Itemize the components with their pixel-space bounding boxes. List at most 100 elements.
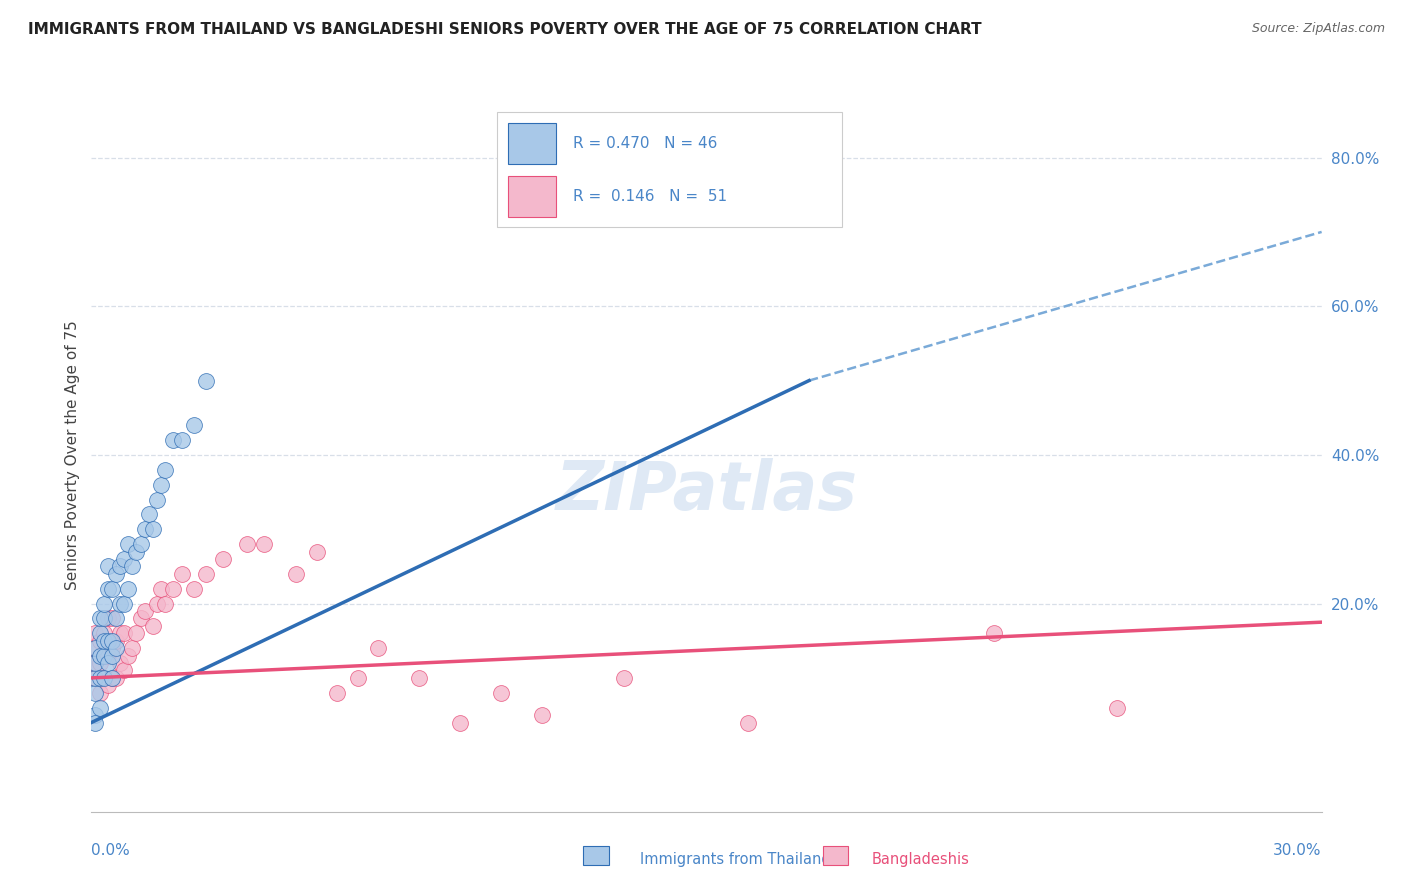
- Point: [93, 671, 115, 685]
- Point: [97, 648, 120, 663]
- Point: [408, 671, 430, 685]
- Point: [93, 648, 115, 663]
- Point: [84, 708, 107, 723]
- Point: [101, 641, 124, 656]
- Point: [84, 686, 107, 700]
- Point: [84, 671, 107, 685]
- Point: [138, 508, 160, 522]
- Point: [491, 686, 513, 700]
- Point: [105, 611, 127, 625]
- Point: [146, 597, 169, 611]
- Y-axis label: Seniors Poverty Over the Age of 75: Seniors Poverty Over the Age of 75: [65, 320, 80, 590]
- Point: [112, 664, 135, 678]
- Point: [93, 611, 115, 625]
- Point: [153, 597, 177, 611]
- Point: [112, 597, 135, 611]
- Point: [125, 544, 148, 558]
- Point: [97, 678, 120, 692]
- Text: ZIPatlas: ZIPatlas: [555, 458, 858, 524]
- Point: [105, 566, 127, 581]
- Point: [84, 671, 107, 685]
- Point: [105, 671, 127, 685]
- Point: [101, 648, 124, 663]
- Point: [108, 656, 131, 670]
- Point: [531, 708, 554, 723]
- Point: [125, 626, 148, 640]
- Text: Bangladeshis: Bangladeshis: [872, 852, 970, 867]
- Point: [170, 566, 193, 581]
- Point: [97, 559, 120, 574]
- Point: [89, 671, 111, 685]
- Point: [236, 537, 259, 551]
- Text: Source: ZipAtlas.com: Source: ZipAtlas.com: [1251, 22, 1385, 36]
- Point: [84, 715, 107, 730]
- Point: [108, 597, 131, 611]
- Point: [101, 671, 124, 685]
- Point: [162, 433, 184, 447]
- Point: [183, 582, 205, 596]
- Point: [89, 686, 111, 700]
- Point: [117, 537, 139, 551]
- Point: [108, 559, 131, 574]
- Point: [150, 477, 173, 491]
- Point: [84, 656, 107, 670]
- Point: [183, 418, 205, 433]
- Point: [89, 648, 111, 663]
- Point: [195, 374, 218, 388]
- Point: [326, 686, 349, 700]
- Point: [108, 626, 131, 640]
- Point: [84, 626, 107, 640]
- Point: [347, 671, 370, 685]
- Point: [121, 559, 143, 574]
- Point: [117, 582, 139, 596]
- Point: [93, 626, 115, 640]
- Point: [93, 597, 115, 611]
- Point: [305, 544, 328, 558]
- Point: [101, 611, 124, 625]
- Point: [89, 633, 111, 648]
- Text: Immigrants from Thailand: Immigrants from Thailand: [640, 852, 831, 867]
- Point: [105, 641, 127, 656]
- Point: [89, 700, 111, 714]
- Text: 0.0%: 0.0%: [91, 843, 131, 858]
- Point: [84, 641, 107, 656]
- Point: [97, 611, 120, 625]
- Point: [89, 656, 111, 670]
- Point: [105, 633, 127, 648]
- Point: [153, 463, 177, 477]
- Point: [84, 656, 107, 670]
- Point: [195, 566, 218, 581]
- Point: [129, 611, 152, 625]
- Point: [170, 433, 193, 447]
- Point: [89, 611, 111, 625]
- Point: [134, 522, 156, 536]
- Text: IMMIGRANTS FROM THAILAND VS BANGLADESHI SENIORS POVERTY OVER THE AGE OF 75 CORRE: IMMIGRANTS FROM THAILAND VS BANGLADESHI …: [28, 22, 981, 37]
- Point: [84, 641, 107, 656]
- Point: [101, 671, 124, 685]
- Point: [142, 619, 165, 633]
- Point: [449, 715, 471, 730]
- Point: [134, 604, 156, 618]
- Point: [253, 537, 276, 551]
- Point: [97, 656, 120, 670]
- Text: 30.0%: 30.0%: [1274, 843, 1322, 858]
- Point: [285, 566, 308, 581]
- Point: [93, 633, 115, 648]
- Point: [112, 552, 135, 566]
- Point: [1105, 700, 1128, 714]
- Point: [983, 626, 1005, 640]
- Point: [117, 648, 139, 663]
- Point: [121, 641, 143, 656]
- Point: [93, 671, 115, 685]
- Point: [97, 633, 120, 648]
- Point: [211, 552, 233, 566]
- Point: [89, 626, 111, 640]
- Point: [146, 492, 169, 507]
- Point: [93, 648, 115, 663]
- Point: [97, 582, 120, 596]
- Point: [129, 537, 152, 551]
- Point: [737, 715, 759, 730]
- Point: [367, 641, 389, 656]
- Point: [142, 522, 165, 536]
- Point: [150, 582, 173, 596]
